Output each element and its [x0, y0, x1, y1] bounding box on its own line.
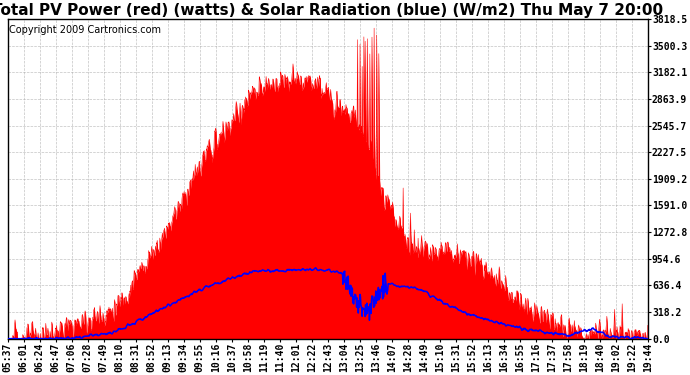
Text: Copyright 2009 Cartronics.com: Copyright 2009 Cartronics.com: [9, 26, 161, 35]
Title: Total PV Power (red) (watts) & Solar Radiation (blue) (W/m2) Thu May 7 20:00: Total PV Power (red) (watts) & Solar Rad…: [0, 3, 663, 18]
